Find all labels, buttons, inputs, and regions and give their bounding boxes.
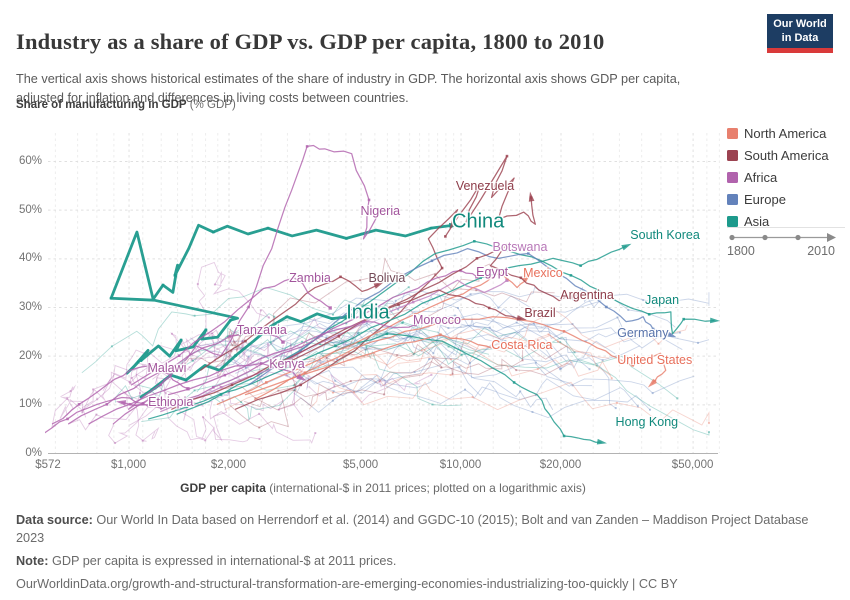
legend-swatch-icon bbox=[727, 128, 738, 139]
x-axis-tick-5000: $5,000 bbox=[343, 459, 379, 471]
country-label-kenya: Kenya bbox=[269, 356, 305, 371]
x-axis-tick-20000: $20,000 bbox=[539, 459, 582, 471]
note-label: Note: bbox=[16, 554, 49, 569]
timeline-dot-mid2 bbox=[795, 234, 801, 241]
y-axis-tick-10: 10% bbox=[18, 398, 42, 411]
y-axis-tick-60: 60% bbox=[18, 154, 42, 167]
legend-item-north-america[interactable]: North America bbox=[727, 126, 829, 141]
y-axis-tick-30: 30% bbox=[18, 300, 42, 313]
timeline-end-year[interactable]: 2010 bbox=[807, 244, 835, 258]
country-label-zambia: Zambia bbox=[289, 271, 331, 286]
country-label-morocco: Morocco bbox=[412, 313, 461, 328]
country-label-mexico: Mexico bbox=[523, 265, 563, 280]
country-label-tanzania: Tanzania bbox=[236, 322, 287, 337]
timeline-scrubber[interactable] bbox=[727, 231, 839, 244]
legend-item-label: Asia bbox=[744, 214, 770, 229]
legend: North America South America Africa Europe As… bbox=[727, 126, 829, 229]
page-title: Industry as a share of GDP vs. GDP per c… bbox=[16, 29, 605, 55]
legend-swatch-icon bbox=[727, 194, 738, 205]
country-label-south-korea: South Korea bbox=[630, 227, 700, 242]
timeline-dot-start bbox=[729, 234, 735, 241]
country-label-brazil: Brazil bbox=[524, 306, 556, 321]
country-label-ethiopia: Ethiopia bbox=[148, 394, 194, 409]
x-axis-title-units: (international-$ in 2011 prices; plotted… bbox=[265, 481, 586, 495]
legend-divider bbox=[727, 227, 845, 228]
country-label-china: China bbox=[452, 210, 505, 233]
x-axis-title-bold: GDP per capita bbox=[180, 481, 266, 495]
legend-swatch-icon bbox=[727, 150, 738, 161]
country-label-nigeria: Nigeria bbox=[360, 204, 401, 219]
country-label-malawi: Malawi bbox=[147, 360, 187, 375]
source-url[interactable]: OurWorldinData.org/growth-and-structural… bbox=[16, 577, 678, 592]
note-text: GDP per capita is expressed in internati… bbox=[48, 554, 397, 569]
country-label-united-states: United States bbox=[617, 353, 693, 368]
x-axis-tick-10000: $10,000 bbox=[439, 459, 482, 471]
x-axis-tick-2000: $2,000 bbox=[210, 459, 247, 471]
owid-logo-line1: Our World bbox=[773, 18, 827, 30]
y-axis-tick-40: 40% bbox=[18, 252, 42, 265]
country-label-venezuela: Venezuela bbox=[455, 179, 515, 194]
x-axis-tick-572: $572 bbox=[35, 459, 61, 471]
legend-item-label: North America bbox=[744, 126, 827, 141]
y-axis-title-bold: Share of manufacturing in GDP bbox=[16, 99, 187, 111]
country-label-bolivia: Bolivia bbox=[368, 271, 406, 286]
chart-plot-area[interactable] bbox=[0, 0, 850, 475]
x-axis-title: GDP per capita (international-$ in 2011 … bbox=[48, 481, 718, 495]
country-label-japan: Japan bbox=[645, 293, 680, 308]
country-label-germany: Germany bbox=[617, 326, 669, 341]
country-label-india: India bbox=[346, 301, 390, 324]
country-label-argentina: Argentina bbox=[560, 288, 614, 303]
timeline-arrow-icon bbox=[827, 233, 836, 242]
chart-subtitle: The vertical axis shows historical estim… bbox=[16, 71, 681, 105]
note-line: Note: GDP per capita is expressed in int… bbox=[16, 552, 822, 570]
timeline-start-year[interactable]: 1800 bbox=[727, 244, 755, 258]
data-source-text: Our World In Data based on Herrendorf et… bbox=[16, 513, 809, 546]
x-axis-tick-1000: $1,000 bbox=[110, 459, 147, 471]
owid-logo[interactable]: Our World in Data bbox=[767, 14, 833, 53]
y-axis-tick-50: 50% bbox=[18, 203, 42, 216]
country-label-hong-kong: Hong Kong bbox=[615, 414, 679, 429]
country-label-costa-rica: Costa Rica bbox=[491, 337, 553, 352]
y-axis-tick-20: 20% bbox=[18, 349, 42, 362]
y-axis-tick-0: 0% bbox=[25, 447, 42, 459]
chart-footer: Data source: Our World In Data based on … bbox=[16, 511, 822, 598]
legend-item-africa[interactable]: Africa bbox=[727, 170, 829, 185]
legend-swatch-icon bbox=[727, 172, 738, 183]
owid-logo-line2: in Data bbox=[781, 32, 819, 45]
legend-item-label: Europe bbox=[744, 192, 786, 207]
legend-item-europe[interactable]: Europe bbox=[727, 192, 829, 207]
legend-item-south-america[interactable]: South America bbox=[727, 148, 829, 163]
country-label-botswana: Botswana bbox=[492, 240, 548, 255]
y-axis-title: Share of manufacturing in GDP (% GDP) bbox=[16, 99, 236, 111]
data-source-label: Data source: bbox=[16, 513, 93, 527]
legend-item-asia[interactable]: Asia bbox=[727, 214, 829, 229]
legend-item-label: South America bbox=[744, 148, 829, 163]
country-label-egypt: Egypt bbox=[476, 264, 509, 279]
x-axis-tick-50000: $50,000 bbox=[671, 459, 714, 471]
y-axis-title-units: (% GDP) bbox=[186, 99, 236, 111]
legend-item-label: Africa bbox=[744, 170, 778, 185]
legend-swatch-icon bbox=[727, 216, 738, 227]
timeline-dot-mid1 bbox=[762, 234, 768, 241]
timeline-labels: 1800 2010 bbox=[727, 244, 835, 258]
data-source-line: Data source: Our World In Data based on … bbox=[16, 511, 822, 547]
